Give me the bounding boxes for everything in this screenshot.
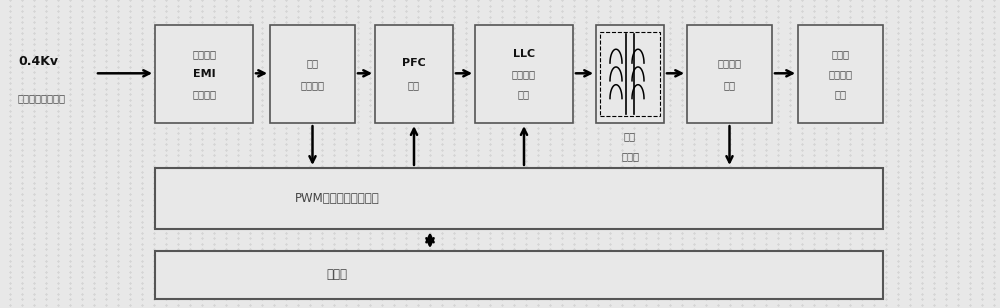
Text: 滤波电路: 滤波电路 [192,89,216,99]
Text: 控制器: 控制器 [326,268,348,282]
Bar [155,168,883,229]
Text: EMI: EMI [193,69,215,79]
Text: LLC: LLC [513,49,535,59]
Text: 直流输出: 直流输出 [828,69,852,79]
Bar [600,32,660,116]
Bar [475,25,573,123]
Text: 高频: 高频 [624,131,636,141]
Text: 交流输入: 交流输入 [192,49,216,59]
Text: 电路: 电路 [518,89,530,99]
Bar [596,25,664,123]
Bar [270,25,355,123]
Text: 三相四线交流输入: 三相四线交流输入 [18,94,66,103]
Text: 电路: 电路 [834,89,846,99]
Text: 防倒灌: 防倒灌 [832,49,850,59]
Bar [798,25,883,123]
Bar [155,25,253,123]
Text: 全桥谐振: 全桥谐振 [512,69,536,79]
Text: 0.4Kv: 0.4Kv [18,55,58,68]
Text: 变压器: 变压器 [621,151,639,161]
Text: 整流电路: 整流电路 [300,80,324,90]
Text: 高频整流: 高频整流 [718,58,742,68]
Text: PFC: PFC [402,58,426,68]
Text: 工频: 工频 [306,58,318,68]
Text: 电路: 电路 [408,80,420,90]
Text: 电路: 电路 [724,80,736,90]
Bar [155,251,883,299]
Bar [375,25,453,123]
Text: PWM隔离驱动控制电路: PWM隔离驱动控制电路 [295,192,379,205]
Bar [687,25,772,123]
